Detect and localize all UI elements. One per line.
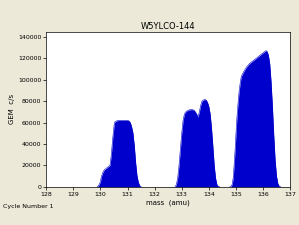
Title: W5YLCO-144: W5YLCO-144 <box>141 22 196 31</box>
X-axis label: mass  (amu): mass (amu) <box>146 199 190 206</box>
Text: Cycle Number 1: Cycle Number 1 <box>3 204 54 209</box>
Y-axis label: GEM  c/s: GEM c/s <box>9 94 15 124</box>
